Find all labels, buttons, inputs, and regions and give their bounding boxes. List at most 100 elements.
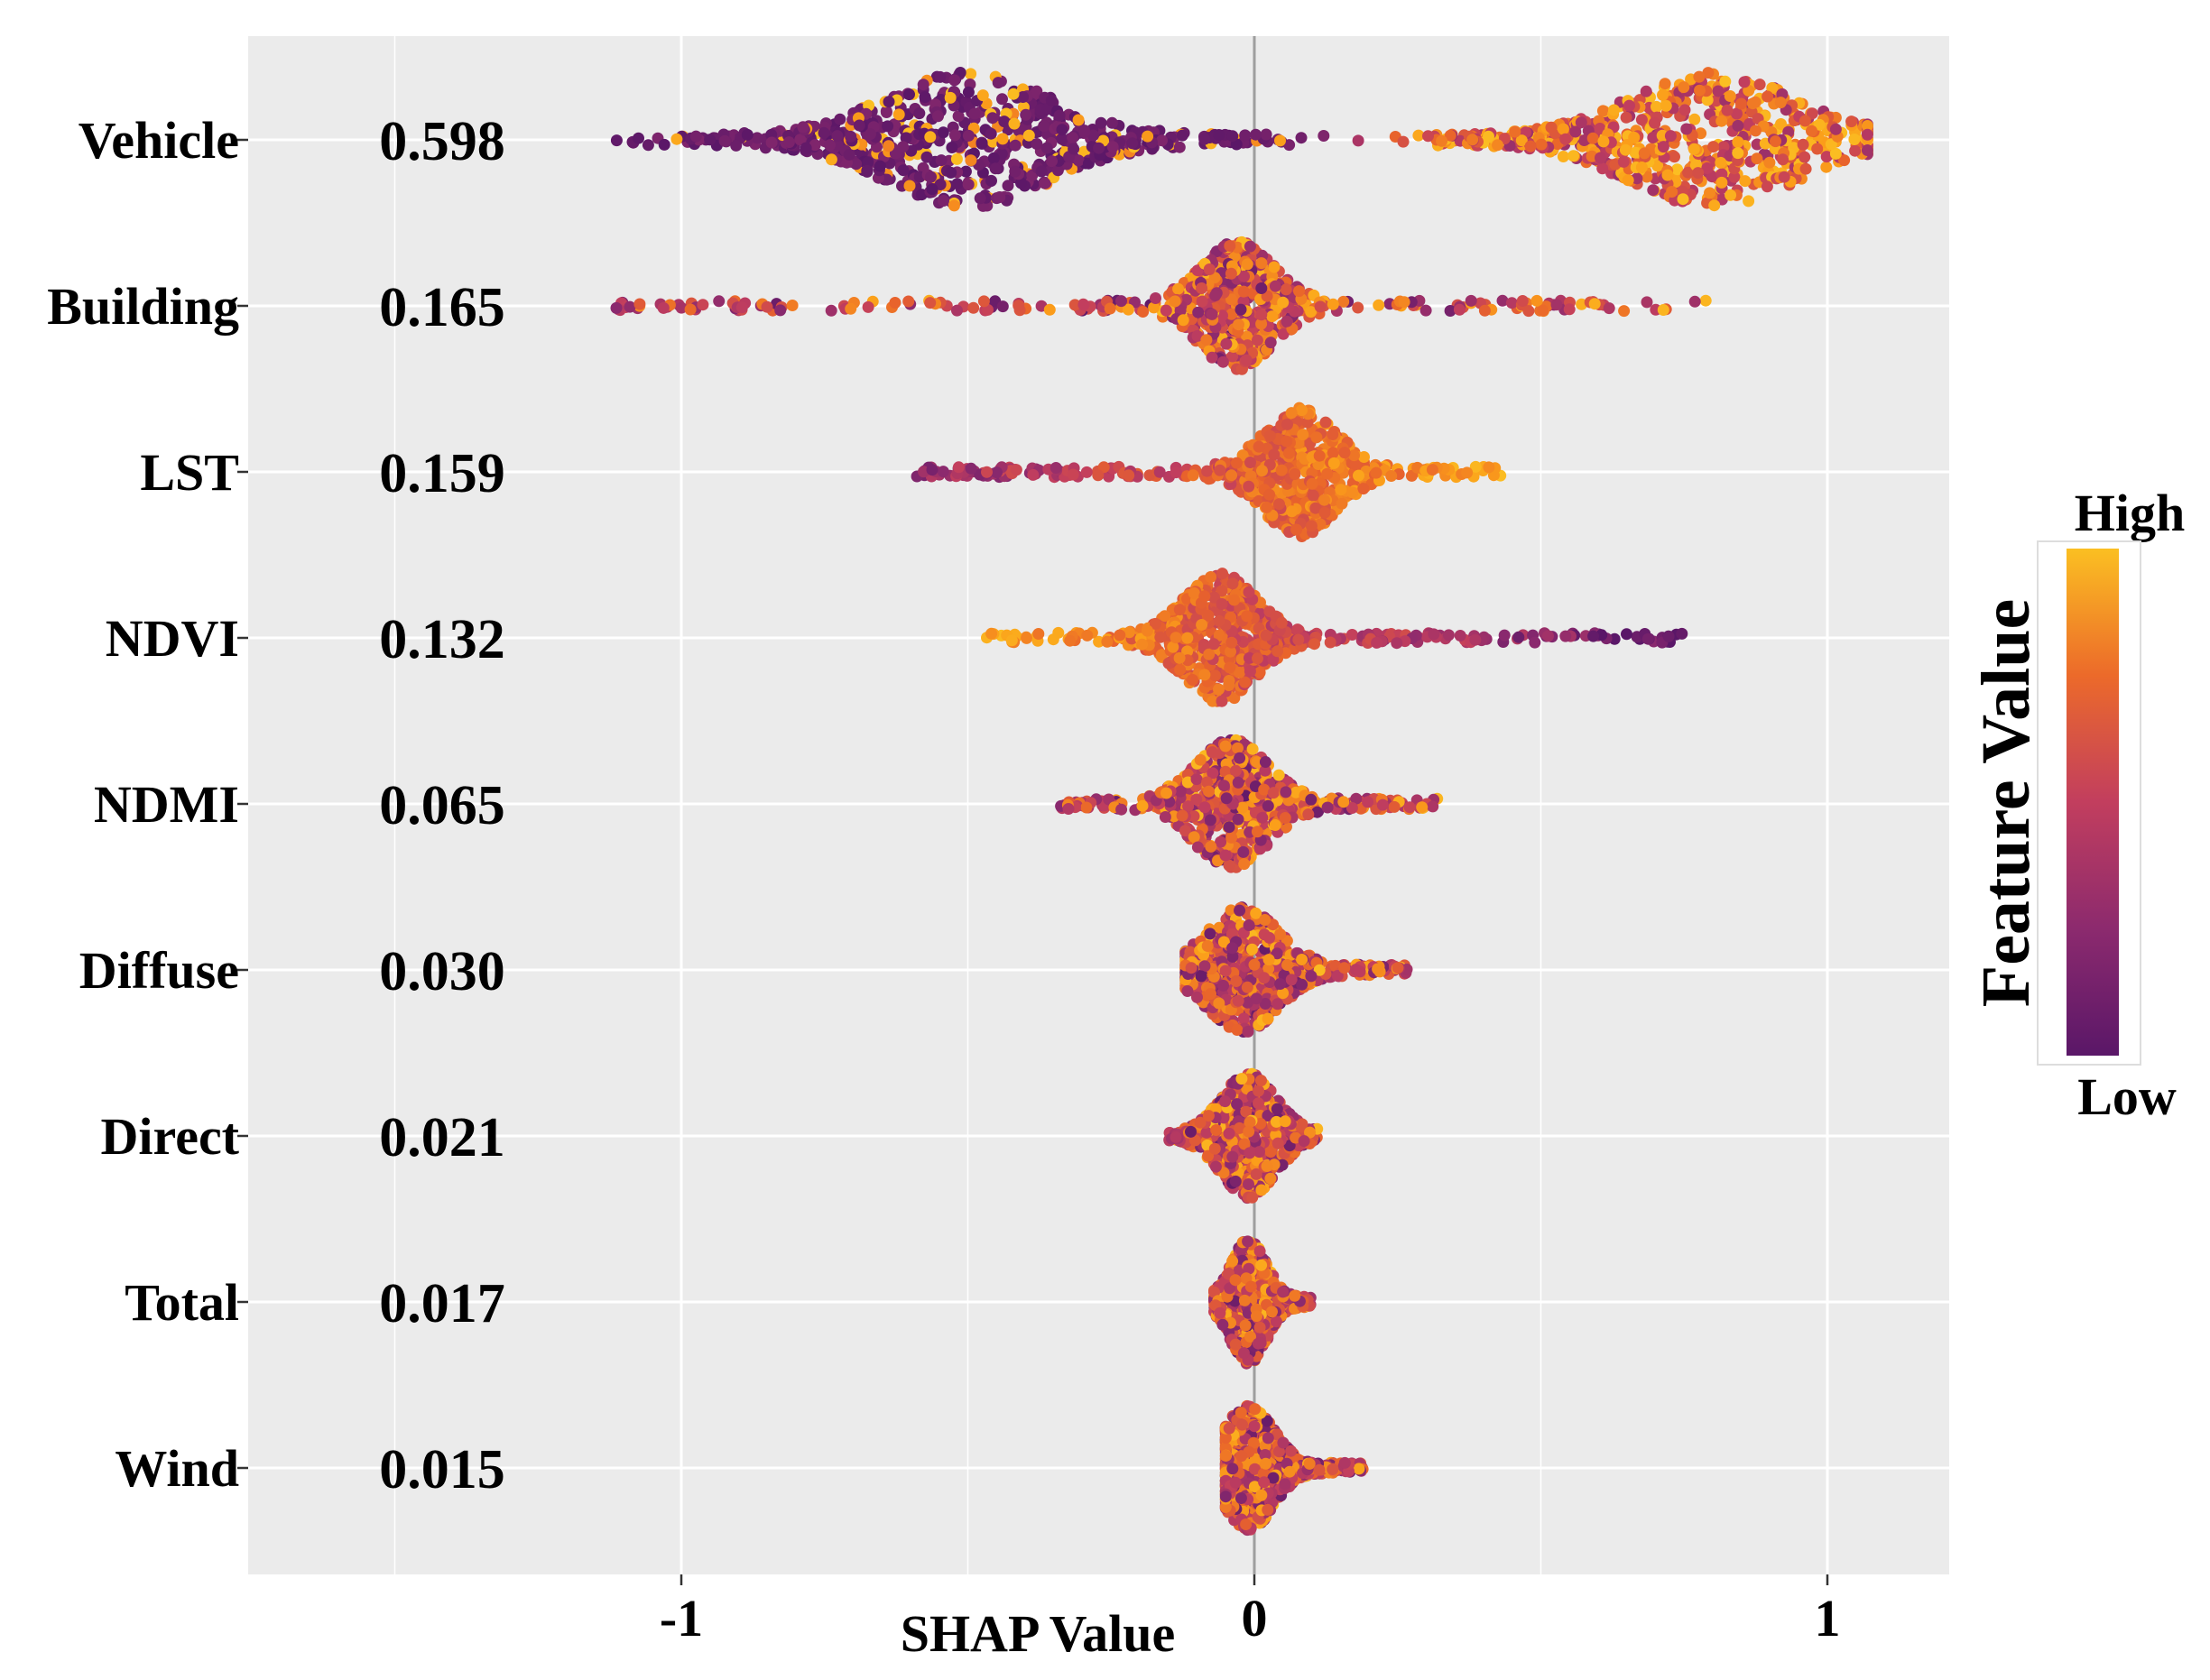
shap-point: [1305, 520, 1318, 532]
shap-point: [1216, 355, 1229, 368]
shap-point: [850, 158, 863, 171]
shap-point: [1241, 610, 1253, 623]
shap-point: [1651, 100, 1662, 113]
shap-point: [1498, 629, 1511, 642]
shap-point: [1217, 780, 1230, 792]
shap-point: [1262, 799, 1274, 812]
shap-point: [1763, 156, 1776, 169]
shap-point: [1255, 318, 1268, 330]
shap-point: [718, 134, 731, 147]
shap-point: [1137, 306, 1150, 318]
shap-point: [1148, 301, 1160, 314]
shap-point: [1669, 151, 1680, 163]
shap-point: [902, 295, 915, 308]
shap-point: [1725, 189, 1737, 201]
shap-point: [730, 139, 743, 152]
shap-point: [1398, 296, 1410, 309]
shap-point: [1198, 960, 1211, 973]
shap-point: [1262, 1012, 1274, 1025]
shap-point: [1678, 81, 1690, 94]
shap-point: [1524, 140, 1537, 152]
shap-point: [1719, 75, 1732, 88]
shap-point: [1327, 429, 1339, 440]
shap-point: [919, 91, 931, 104]
shap-point: [1251, 826, 1263, 838]
shap-point: [1427, 800, 1439, 813]
shap-point: [965, 462, 977, 475]
shap-point: [1035, 165, 1048, 178]
shap-point: [1701, 94, 1714, 106]
shap-point: [1114, 629, 1126, 642]
shap-point: [1005, 634, 1018, 647]
shap-point: [834, 113, 846, 125]
shap-point: [1578, 134, 1590, 146]
shap-point: [1662, 630, 1675, 642]
shap-point: [1204, 928, 1216, 940]
shap-point: [1318, 494, 1330, 506]
shap-point: [1255, 257, 1268, 270]
shap-point: [1226, 942, 1239, 955]
shap-point: [1861, 128, 1873, 141]
shap-point: [1226, 130, 1239, 143]
shap-point: [1545, 121, 1558, 134]
shap-point: [1292, 633, 1305, 646]
shap-point: [1813, 118, 1826, 131]
shap-point: [948, 199, 960, 212]
shap-point: [934, 70, 947, 83]
shap-point: [825, 153, 837, 166]
shap-point: [1095, 116, 1107, 129]
shap-point: [1799, 162, 1812, 175]
shap-point: [1774, 97, 1787, 109]
shap-point: [1228, 594, 1241, 606]
shap-point: [1732, 119, 1744, 132]
shap-point: [1225, 636, 1238, 649]
shap-point: [998, 115, 1011, 128]
shap-point: [925, 171, 937, 183]
shap-point: [1008, 117, 1021, 130]
shap-point: [1248, 958, 1261, 971]
shap-point: [996, 93, 1008, 106]
shap-point: [610, 301, 623, 314]
shap-point: [1263, 931, 1276, 944]
shap-point: [1198, 669, 1211, 681]
shap-point: [1412, 129, 1425, 142]
shap-point: [657, 301, 670, 314]
shap-point: [1267, 787, 1280, 799]
shap-point: [1173, 141, 1186, 153]
shap-point: [1198, 133, 1211, 145]
shap-point: [1176, 809, 1188, 822]
shap-point: [1848, 134, 1861, 145]
shap-point: [1260, 629, 1272, 642]
shap-point: [1188, 831, 1200, 844]
shap-point: [1641, 296, 1653, 309]
shap-point: [1237, 1012, 1250, 1025]
shap-point: [1693, 70, 1706, 83]
shap-point: [1261, 501, 1273, 513]
shap-point: [1478, 304, 1491, 317]
shap-point: [1371, 636, 1383, 649]
shap-point: [1238, 270, 1250, 282]
shap-point: [1268, 261, 1281, 273]
shap-point: [1738, 76, 1751, 88]
shap-point: [1761, 180, 1773, 193]
shap-point: [1153, 466, 1166, 478]
shap-point: [1302, 808, 1315, 821]
shap-point: [1542, 630, 1554, 642]
shap-point: [1620, 111, 1632, 124]
shap-point: [1268, 448, 1281, 461]
shap-point: [1264, 337, 1277, 349]
shap-point: [1269, 280, 1281, 292]
shap-point: [1550, 299, 1563, 311]
shap-point: [1664, 130, 1677, 143]
shap-point: [1123, 469, 1135, 482]
shap-point: [741, 128, 754, 141]
shap-point: [1318, 130, 1330, 142]
shap-point: [1308, 638, 1320, 651]
shap-point: [1659, 78, 1671, 90]
shap-point: [675, 301, 688, 314]
shap-point: [985, 174, 997, 187]
shap-point: [1702, 67, 1715, 79]
shap-point: [1271, 645, 1284, 658]
shap-point: [843, 148, 855, 161]
shap-point: [1160, 787, 1172, 799]
